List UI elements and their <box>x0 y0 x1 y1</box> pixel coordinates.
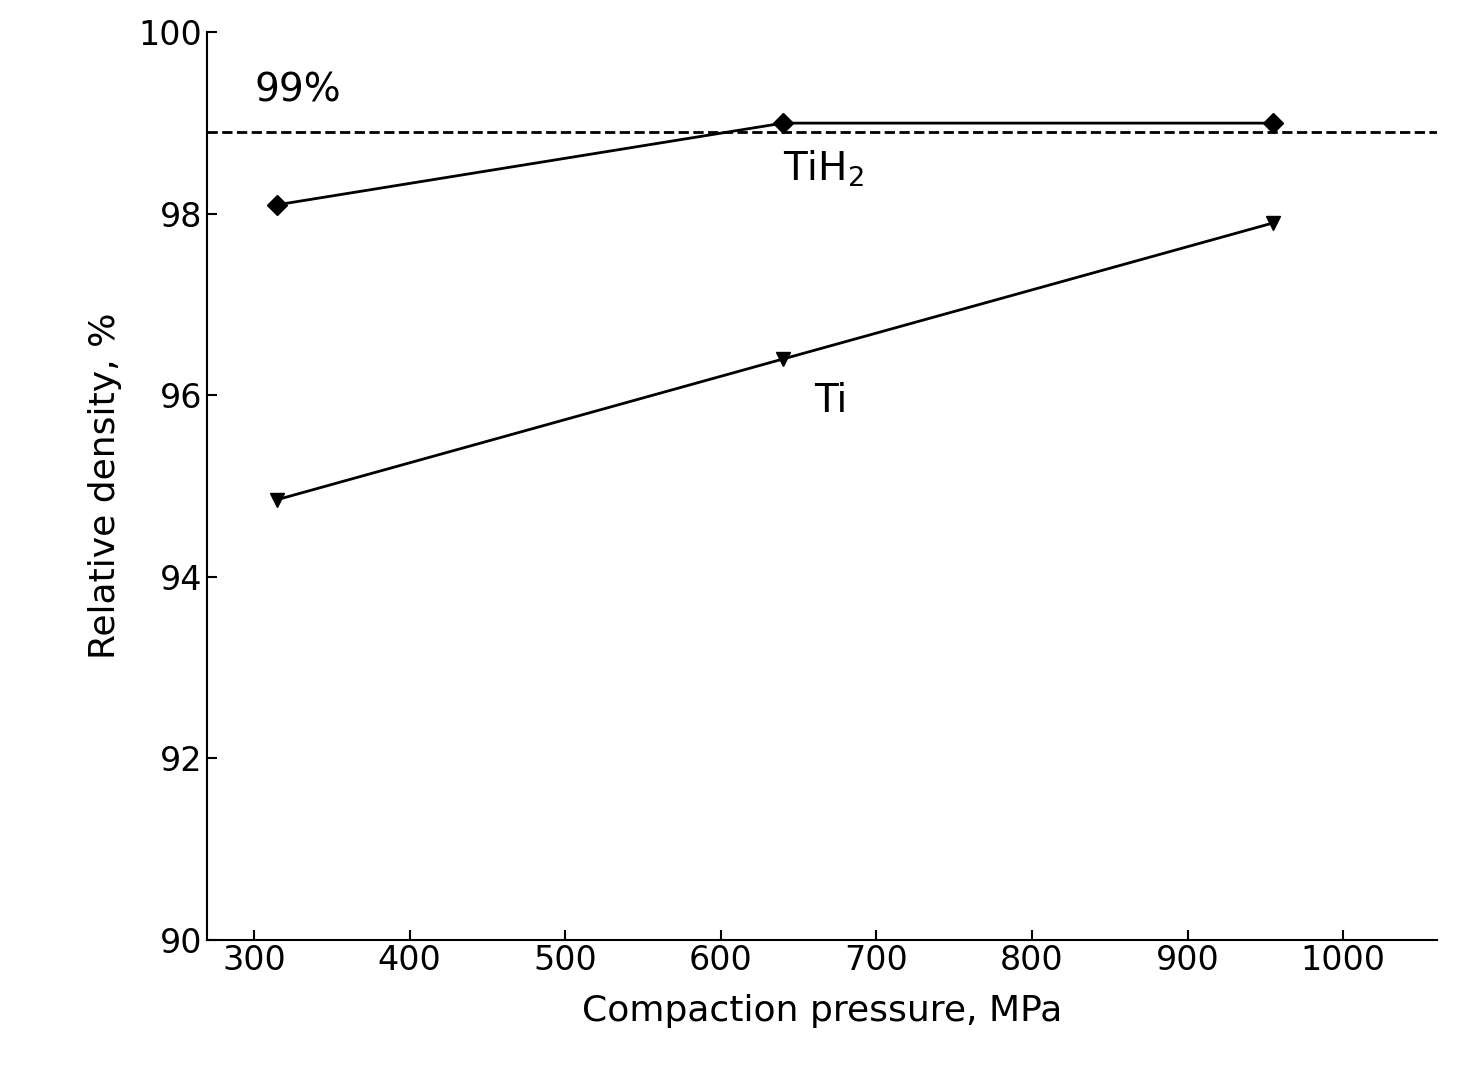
Text: TiH$_2$: TiH$_2$ <box>783 149 863 189</box>
Text: Ti: Ti <box>815 381 847 420</box>
X-axis label: Compaction pressure, MPa: Compaction pressure, MPa <box>582 994 1062 1028</box>
Text: 99%: 99% <box>255 71 341 109</box>
Y-axis label: Relative density, %: Relative density, % <box>87 313 121 659</box>
